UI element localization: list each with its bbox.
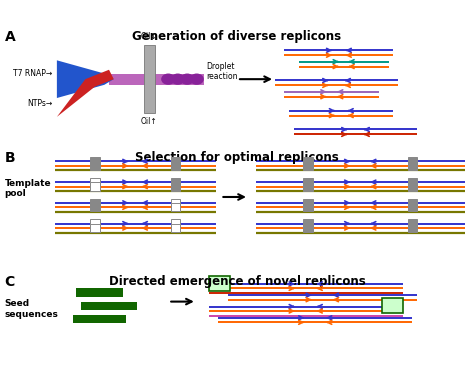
Bar (90, 162, 100, 170)
Bar (90, 178, 100, 186)
Bar (303, 157, 313, 166)
Circle shape (180, 74, 194, 85)
Bar (73, 315, 126, 323)
Polygon shape (57, 60, 114, 98)
Bar (90, 199, 100, 207)
Bar (76, 288, 123, 297)
Text: A: A (5, 30, 16, 44)
Bar (171, 178, 180, 186)
Circle shape (190, 74, 204, 85)
Text: Directed emergence of novel replicons: Directed emergence of novel replicons (109, 275, 365, 288)
Text: NTPs→: NTPs→ (27, 99, 52, 108)
Bar (90, 182, 100, 191)
Bar (171, 199, 180, 207)
Circle shape (161, 74, 175, 85)
Bar (209, 276, 230, 291)
Bar (408, 219, 417, 228)
Bar (171, 219, 180, 228)
Bar (408, 178, 417, 186)
Polygon shape (57, 70, 114, 117)
Bar (171, 157, 180, 166)
Bar (303, 178, 313, 186)
Bar (81, 302, 137, 310)
Bar (408, 162, 417, 170)
Bar (171, 203, 180, 211)
Circle shape (171, 74, 185, 85)
Text: Oil↓: Oil↓ (141, 32, 158, 41)
Bar (90, 203, 100, 211)
Bar (408, 224, 417, 232)
Text: Droplet
reaction: Droplet reaction (206, 62, 237, 81)
Bar (408, 157, 417, 166)
Bar (90, 157, 100, 166)
Text: Oil↑: Oil↑ (141, 117, 158, 126)
Bar (303, 219, 313, 228)
Text: T7 RNAP→: T7 RNAP→ (13, 69, 52, 78)
Bar (303, 182, 313, 191)
Text: B: B (5, 151, 15, 165)
Text: Generation of diverse replicons: Generation of diverse replicons (132, 30, 342, 43)
Bar (90, 219, 100, 228)
Bar (144, 45, 155, 113)
Bar (171, 182, 180, 191)
Text: Template
pool: Template pool (5, 179, 51, 198)
Bar (408, 199, 417, 207)
Bar (408, 182, 417, 191)
Bar (109, 74, 204, 85)
Bar (303, 162, 313, 170)
Bar (408, 203, 417, 211)
Bar (303, 203, 313, 211)
Bar (303, 199, 313, 207)
Text: Seed
sequences: Seed sequences (5, 299, 59, 319)
Bar (171, 162, 180, 170)
Text: Selection for optimal replicons: Selection for optimal replicons (135, 151, 339, 164)
Bar (382, 298, 403, 313)
Bar (171, 224, 180, 232)
Text: C: C (5, 275, 15, 289)
Bar (303, 224, 313, 232)
Bar (90, 224, 100, 232)
